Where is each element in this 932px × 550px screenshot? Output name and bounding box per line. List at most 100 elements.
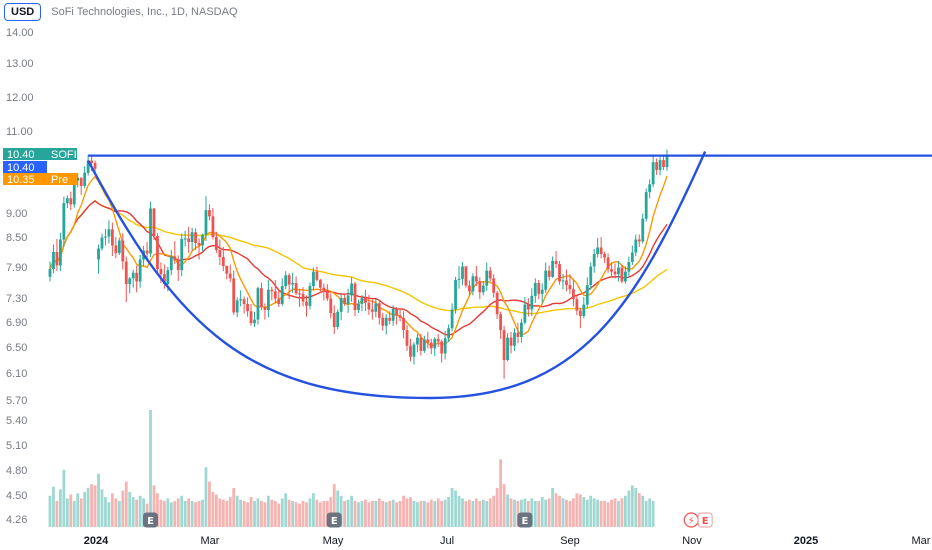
volume-bar [135, 499, 139, 527]
candle-body [156, 236, 159, 270]
candle-body [260, 288, 263, 307]
candle-body [565, 280, 568, 286]
volume-bar [381, 501, 385, 527]
candle-body [606, 257, 610, 270]
volume-bar [138, 495, 142, 527]
volume-bar [65, 498, 69, 527]
volume-bar [117, 501, 121, 527]
candle-body [485, 270, 489, 286]
candle-body [634, 239, 638, 253]
volume-bar [228, 497, 232, 527]
price-label-tag: SOFI [51, 149, 77, 161]
volume-bar [617, 501, 620, 527]
volume-bar [370, 501, 374, 527]
volume-bar [104, 497, 107, 527]
candle-body [55, 252, 59, 266]
volume-bar [426, 502, 430, 527]
y-axis-label: 7.90 [6, 262, 27, 274]
candle-body [450, 309, 454, 329]
earnings-marker-label: E [521, 516, 528, 527]
candle-body [617, 267, 620, 275]
candle-body [443, 338, 447, 354]
volume-bar [350, 495, 353, 527]
volume-bar [461, 498, 464, 527]
candle-body [644, 192, 648, 219]
currency-button[interactable]: USD [4, 3, 42, 21]
candle-body [339, 298, 343, 312]
volume-bar [495, 488, 499, 527]
volume-bar [176, 498, 180, 527]
candle-body [398, 315, 402, 318]
volume-bar [128, 491, 132, 527]
volume-bar [180, 495, 184, 527]
volume-bar [568, 501, 572, 527]
volume-bar [339, 495, 343, 527]
candle-body [474, 276, 478, 282]
candle-body [603, 254, 607, 258]
x-axis-label: Mar [201, 535, 220, 547]
volume-bar [509, 498, 513, 527]
candle-body [412, 344, 416, 357]
candle-body [52, 252, 55, 270]
volume-bar [58, 489, 62, 527]
volume-bar [575, 493, 579, 527]
price-label: 10.35 Pre [3, 173, 77, 186]
candle-body [214, 237, 218, 250]
volume-bar [610, 499, 613, 527]
ma-fast-line [49, 175, 668, 347]
volume-bar [166, 498, 170, 527]
volume-bar [391, 499, 395, 527]
candle-body [457, 278, 461, 280]
candle-body [48, 269, 52, 277]
volume-bar [499, 459, 503, 527]
volume-bar [644, 501, 648, 527]
candle-body [100, 237, 104, 249]
candle-body [145, 250, 149, 254]
volume-bar [214, 494, 218, 527]
cup-curve [87, 151, 707, 400]
earnings-marker-box [326, 512, 342, 528]
candle-body [568, 285, 572, 290]
candle-body [124, 261, 128, 285]
candle-body [426, 339, 430, 343]
y-axis-label: 8.50 [6, 232, 27, 244]
volume-bar [86, 488, 90, 527]
candle-body [291, 283, 295, 285]
volume-bar [651, 501, 655, 527]
volume-bar [530, 498, 534, 527]
candle-body [370, 309, 374, 312]
candle-body [547, 270, 551, 277]
candle-body [242, 299, 246, 304]
candle-body [495, 292, 499, 315]
candle-body [627, 262, 631, 272]
candle-body [665, 155, 669, 168]
candle-body [90, 160, 93, 163]
y-axis-label: 6.90 [6, 317, 27, 329]
candle-body [624, 271, 627, 282]
candle-body [499, 314, 503, 331]
candle-body [350, 283, 353, 296]
candle-body [332, 313, 336, 327]
candle-body [107, 229, 111, 237]
volume-bar [239, 499, 243, 527]
y-axis-label: 4.50 [6, 490, 27, 502]
volume-bar [537, 501, 541, 527]
volume-bar [544, 499, 548, 527]
y-axis-label: 4.26 [6, 514, 27, 526]
candle-body [194, 232, 197, 243]
candle-body [138, 259, 142, 282]
candle-body [308, 286, 312, 306]
volume-bar [329, 497, 333, 527]
volume-bar [419, 501, 423, 527]
candle-body [429, 342, 433, 349]
price-label-value: 10.40 [7, 149, 35, 161]
x-axis-label: May [323, 535, 344, 547]
y-axis-label: 4.80 [6, 465, 27, 477]
volume-bar [273, 501, 277, 527]
candle-body [405, 330, 409, 346]
volume-bar [76, 493, 80, 527]
volume-bar [346, 499, 350, 527]
candle-body [461, 266, 464, 279]
x-axis-label: Mar [912, 535, 931, 547]
